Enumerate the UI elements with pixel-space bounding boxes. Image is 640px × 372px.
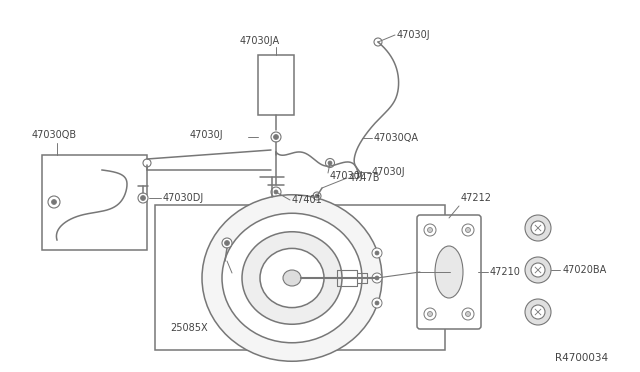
- Ellipse shape: [242, 232, 342, 324]
- Text: 47030JA: 47030JA: [240, 36, 280, 46]
- Circle shape: [525, 215, 551, 241]
- Circle shape: [141, 196, 145, 201]
- Text: 47030QB: 47030QB: [32, 130, 77, 140]
- Circle shape: [328, 161, 332, 165]
- Circle shape: [222, 238, 232, 248]
- Circle shape: [372, 248, 382, 258]
- Text: 4747B: 4747B: [349, 173, 381, 183]
- Text: 47030J: 47030J: [190, 130, 223, 140]
- Circle shape: [48, 196, 60, 208]
- Circle shape: [375, 251, 379, 255]
- Circle shape: [51, 199, 56, 205]
- Circle shape: [315, 194, 319, 198]
- Text: 47030DJ: 47030DJ: [163, 193, 204, 203]
- Text: 47030J: 47030J: [372, 167, 406, 177]
- Text: 47210: 47210: [490, 267, 521, 277]
- Circle shape: [138, 193, 148, 203]
- Circle shape: [462, 224, 474, 236]
- FancyBboxPatch shape: [417, 215, 481, 329]
- Circle shape: [375, 301, 379, 305]
- Circle shape: [271, 132, 281, 142]
- Ellipse shape: [283, 270, 301, 286]
- Circle shape: [428, 228, 433, 232]
- Circle shape: [428, 311, 433, 317]
- Circle shape: [326, 158, 335, 167]
- Bar: [155, 205, 445, 350]
- Text: 47030J: 47030J: [397, 30, 431, 40]
- Text: R4700034: R4700034: [555, 353, 608, 363]
- Circle shape: [313, 192, 321, 200]
- Circle shape: [274, 190, 278, 194]
- Circle shape: [465, 228, 470, 232]
- Circle shape: [372, 273, 382, 283]
- Ellipse shape: [260, 248, 324, 308]
- Ellipse shape: [435, 246, 463, 298]
- Circle shape: [372, 298, 382, 308]
- Ellipse shape: [222, 213, 362, 343]
- Bar: [258, 55, 294, 115]
- Bar: [42, 155, 147, 250]
- Ellipse shape: [202, 195, 382, 361]
- Circle shape: [374, 38, 382, 46]
- Text: 47212: 47212: [461, 193, 492, 203]
- Circle shape: [424, 308, 436, 320]
- Text: 47030J: 47030J: [330, 171, 364, 181]
- Circle shape: [273, 135, 278, 140]
- Circle shape: [225, 241, 230, 246]
- Circle shape: [525, 299, 551, 325]
- Circle shape: [465, 311, 470, 317]
- Circle shape: [525, 257, 551, 283]
- Circle shape: [531, 305, 545, 319]
- Circle shape: [462, 308, 474, 320]
- Text: 47020BA: 47020BA: [563, 265, 607, 275]
- Circle shape: [424, 224, 436, 236]
- Text: 25085X: 25085X: [170, 323, 207, 333]
- Text: 47030QA: 47030QA: [374, 133, 419, 143]
- Circle shape: [143, 159, 151, 167]
- Text: 47401: 47401: [292, 195, 323, 205]
- Circle shape: [271, 187, 281, 197]
- Circle shape: [531, 263, 545, 277]
- Circle shape: [375, 276, 379, 280]
- Circle shape: [531, 221, 545, 235]
